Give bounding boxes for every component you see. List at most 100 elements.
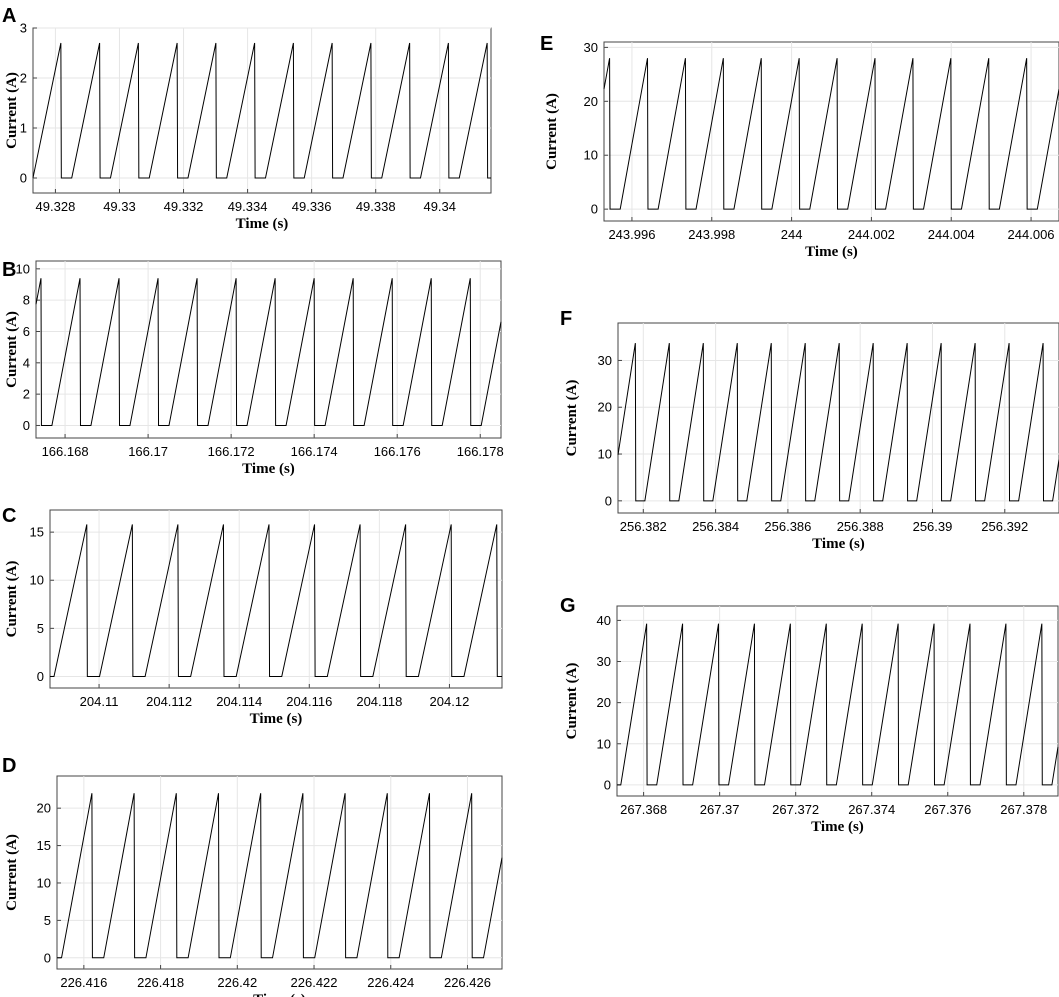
x-tick-label: 49.334 <box>228 199 268 214</box>
y-axis-label: Current (A) <box>564 380 580 457</box>
x-tick-label: 166.17 <box>128 444 168 459</box>
x-tick-label: 49.328 <box>36 199 76 214</box>
chart-e: E 243.996 243.998 244 244.002 244.004 244.006 0… <box>540 33 1059 260</box>
x-tick-label: 49.332 <box>164 199 204 214</box>
x-tick-label: 204.11 <box>80 694 119 709</box>
x-axis-label: Time (s) <box>253 992 306 997</box>
panel-e: E 243.996 243.998 244 244.002 244.004 244.006 0… <box>540 30 1059 270</box>
y-tick-label: 20 <box>37 801 51 816</box>
x-tick-label: 226.424 <box>367 975 414 990</box>
x-tick-label: 267.378 <box>1000 802 1047 817</box>
x-tick-label: 204.112 <box>146 694 192 709</box>
y-tick-label: 6 <box>23 324 30 339</box>
x-tick-label: 226.426 <box>444 975 491 990</box>
current-trace <box>617 623 1059 786</box>
y-tick-label: 15 <box>37 838 51 853</box>
y-tick-label: 20 <box>598 400 612 415</box>
x-tick-label: 226.42 <box>217 975 257 990</box>
x-tick-label: 166.172 <box>208 444 255 459</box>
x-axis-label: Time (s) <box>805 244 858 260</box>
y-axis-label: Current (A) <box>4 834 20 911</box>
y-tick-label: 10 <box>37 875 51 890</box>
panel-g: G 267.368 267.37 267.372 267.374 267.376 267.3… <box>560 590 1059 835</box>
plot-area <box>603 41 1059 222</box>
y-tick-label: 30 <box>584 40 598 55</box>
chart-a: A 49.328 49.33 49.332 49.334 49.336 49.338 49.3… <box>2 5 492 232</box>
y-tick-label: 30 <box>597 654 611 669</box>
y-tick-label: 8 <box>23 293 30 308</box>
plot-area <box>616 605 1059 797</box>
grid <box>57 776 502 969</box>
x-tick-label: 256.384 <box>692 519 739 534</box>
plot-area <box>49 509 503 689</box>
x-tick-label: 244.002 <box>848 227 895 242</box>
grid <box>33 27 491 193</box>
x-tick-label: 267.368 <box>620 802 667 817</box>
panel-f: F 256.382 256.384 256.386 256.388 256.39 256.3… <box>560 305 1059 552</box>
x-tick-label: 166.168 <box>42 444 89 459</box>
current-trace <box>35 278 502 426</box>
x-tick-label: 166.176 <box>374 444 421 459</box>
panel-label: E <box>540 33 553 55</box>
y-tick-label: 4 <box>23 355 30 370</box>
y-tick-label: 3 <box>20 21 27 36</box>
y-tick-label: 40 <box>597 613 611 628</box>
x-tick-label: 267.37 <box>700 802 740 817</box>
x-tick-label: 166.174 <box>291 444 338 459</box>
x-tick-label: 166.178 <box>457 444 504 459</box>
y-axis-label: Current (A) <box>4 72 20 149</box>
x-axis-label: Time (s) <box>811 819 864 835</box>
x-tick-label: 243.998 <box>688 227 735 242</box>
current-trace <box>32 42 491 179</box>
grid <box>36 261 501 438</box>
x-tick-label: 244.006 <box>1008 227 1055 242</box>
x-axis-label: Time (s) <box>236 216 289 232</box>
x-tick-label: 204.116 <box>286 694 332 709</box>
y-tick-label: 5 <box>37 621 44 636</box>
panel-label: D <box>2 755 16 777</box>
x-tick-label: 256.392 <box>981 519 1028 534</box>
x-tick-label: 256.386 <box>764 519 811 534</box>
x-tick-label: 267.374 <box>848 802 895 817</box>
chart-b: B 166.168 166.17 166.172 166.174 166.176 166.1… <box>2 259 504 477</box>
chart-c: C 204.11 204.112 204.114 204.116 204.118 204.1… <box>2 505 503 727</box>
chart-f: F 256.382 256.384 256.386 256.388 256.39 256.3… <box>560 308 1059 552</box>
plot-area <box>56 775 503 970</box>
y-tick-label: 0 <box>20 171 27 186</box>
x-tick-label: 204.12 <box>430 694 470 709</box>
x-tick-label: 267.376 <box>924 802 971 817</box>
y-tick-label: 0 <box>591 202 598 217</box>
x-tick-label: 49.336 <box>292 199 332 214</box>
y-tick-label: 20 <box>597 695 611 710</box>
panel-a: A 49.328 49.33 49.332 49.334 49.336 49.338 49.3… <box>0 0 510 240</box>
panel-c: C 204.11 204.112 204.114 204.116 204.118 204.1… <box>0 500 510 740</box>
current-trace <box>57 793 503 959</box>
y-tick-label: 15 <box>30 525 44 540</box>
y-tick-label: 0 <box>44 950 51 965</box>
y-tick-label: 2 <box>23 387 30 402</box>
y-tick-label: 0 <box>604 777 611 792</box>
panel-d: D 226.416 226.418 226.42 226.422 226.424 226.4… <box>0 754 510 997</box>
x-axis-label: Time (s) <box>242 461 295 477</box>
x-axis-label: Time (s) <box>250 711 303 727</box>
y-tick-label: 0 <box>23 418 30 433</box>
chart-g: G 267.368 267.37 267.372 267.374 267.376 267.3… <box>560 595 1059 835</box>
x-tick-label: 256.388 <box>837 519 884 534</box>
y-axis-label: Current (A) <box>4 311 20 388</box>
x-tick-label: 226.418 <box>137 975 184 990</box>
chart-d: D 226.416 226.418 226.42 226.422 226.424 226.4… <box>2 755 503 997</box>
plot-area <box>32 27 492 194</box>
x-tick-label: 256.39 <box>913 519 953 534</box>
panel-label: B <box>2 259 16 281</box>
x-tick-label: 256.382 <box>620 519 667 534</box>
x-tick-label: 267.372 <box>772 802 819 817</box>
panel-label: C <box>2 505 16 527</box>
current-trace <box>50 524 502 677</box>
plot-area <box>35 260 502 439</box>
x-axis-label: Time (s) <box>812 536 865 552</box>
x-tick-label: 204.114 <box>216 694 262 709</box>
y-tick-label: 5 <box>44 913 51 928</box>
y-axis-label: Current (A) <box>544 93 560 170</box>
grid <box>617 606 1058 796</box>
y-tick-label: 10 <box>598 447 612 462</box>
